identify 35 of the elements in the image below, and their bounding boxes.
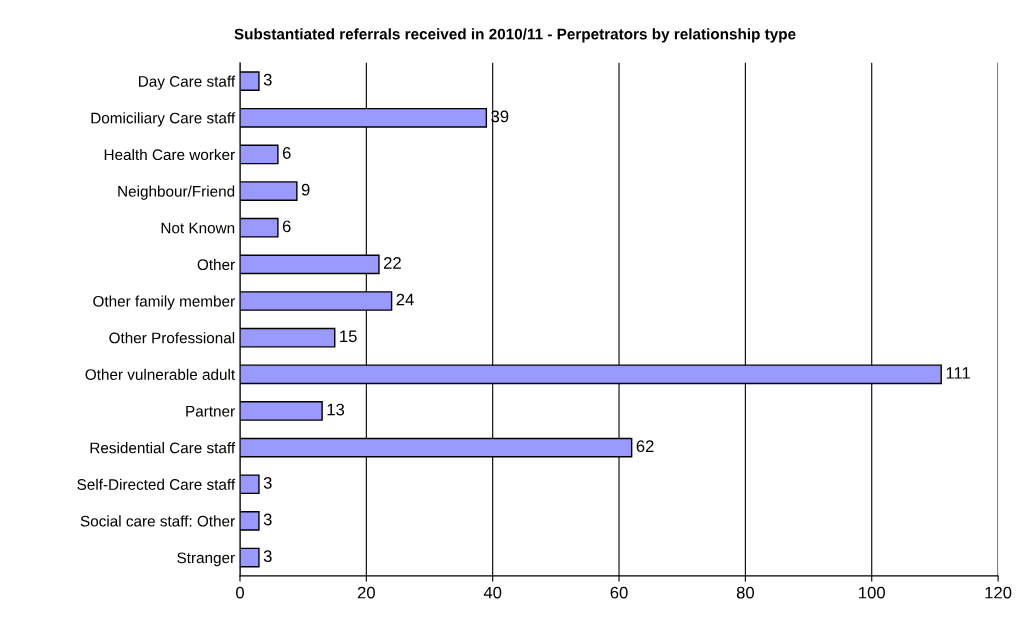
- data-label: 22: [383, 257, 401, 269]
- y-tick-label: Other vulnerable adult: [85, 368, 236, 380]
- y-tick-label: Residential Care staff: [90, 442, 236, 454]
- data-label: 24: [396, 293, 414, 306]
- y-tick-label: Other Professional: [109, 332, 235, 344]
- x-tick-label: 40: [483, 586, 502, 599]
- data-label: 3: [263, 550, 272, 563]
- data-label: 6: [282, 147, 291, 159]
- y-tick-label: Stranger: [177, 552, 235, 567]
- x-tick-label: 100: [859, 586, 885, 599]
- x-tick-label: 20: [357, 586, 375, 599]
- data-label: 3: [263, 513, 272, 526]
- x-tick-label: 120: [985, 586, 1012, 599]
- y-tick-label: Partner: [186, 405, 235, 417]
- data-label: 3: [263, 73, 272, 86]
- y-tick-label: Social care staff: Other: [80, 515, 235, 527]
- y-tick-label: Not Known: [161, 222, 235, 234]
- chart-title: Substantiated referrals received in 2010/11 - Perpetrators by relationship type: [234, 28, 796, 43]
- data-label: 111: [946, 367, 970, 379]
- x-tick-label: 60: [610, 586, 628, 599]
- y-tick-label: Domiciliary Care staff: [91, 112, 236, 127]
- data-label: 62: [636, 440, 654, 453]
- x-tick-label: 0: [236, 586, 244, 599]
- data-label: 9: [301, 183, 310, 196]
- y-tick-label: Neighbour/Friend: [118, 185, 235, 200]
- y-tick-label: Other: [197, 258, 235, 271]
- data-label: 3: [263, 476, 272, 489]
- y-tick-label: Other family member: [93, 295, 235, 310]
- data-label: 13: [327, 403, 345, 416]
- data-label: 6: [282, 220, 291, 233]
- y-tick-label: Self-Directed Care staff: [77, 478, 236, 490]
- y-tick-label: Health Care worker: [104, 148, 235, 161]
- x-tick-label: 80: [736, 586, 754, 599]
- data-label: 15: [340, 330, 357, 343]
- y-tick-label: Day Care staff: [139, 75, 236, 90]
